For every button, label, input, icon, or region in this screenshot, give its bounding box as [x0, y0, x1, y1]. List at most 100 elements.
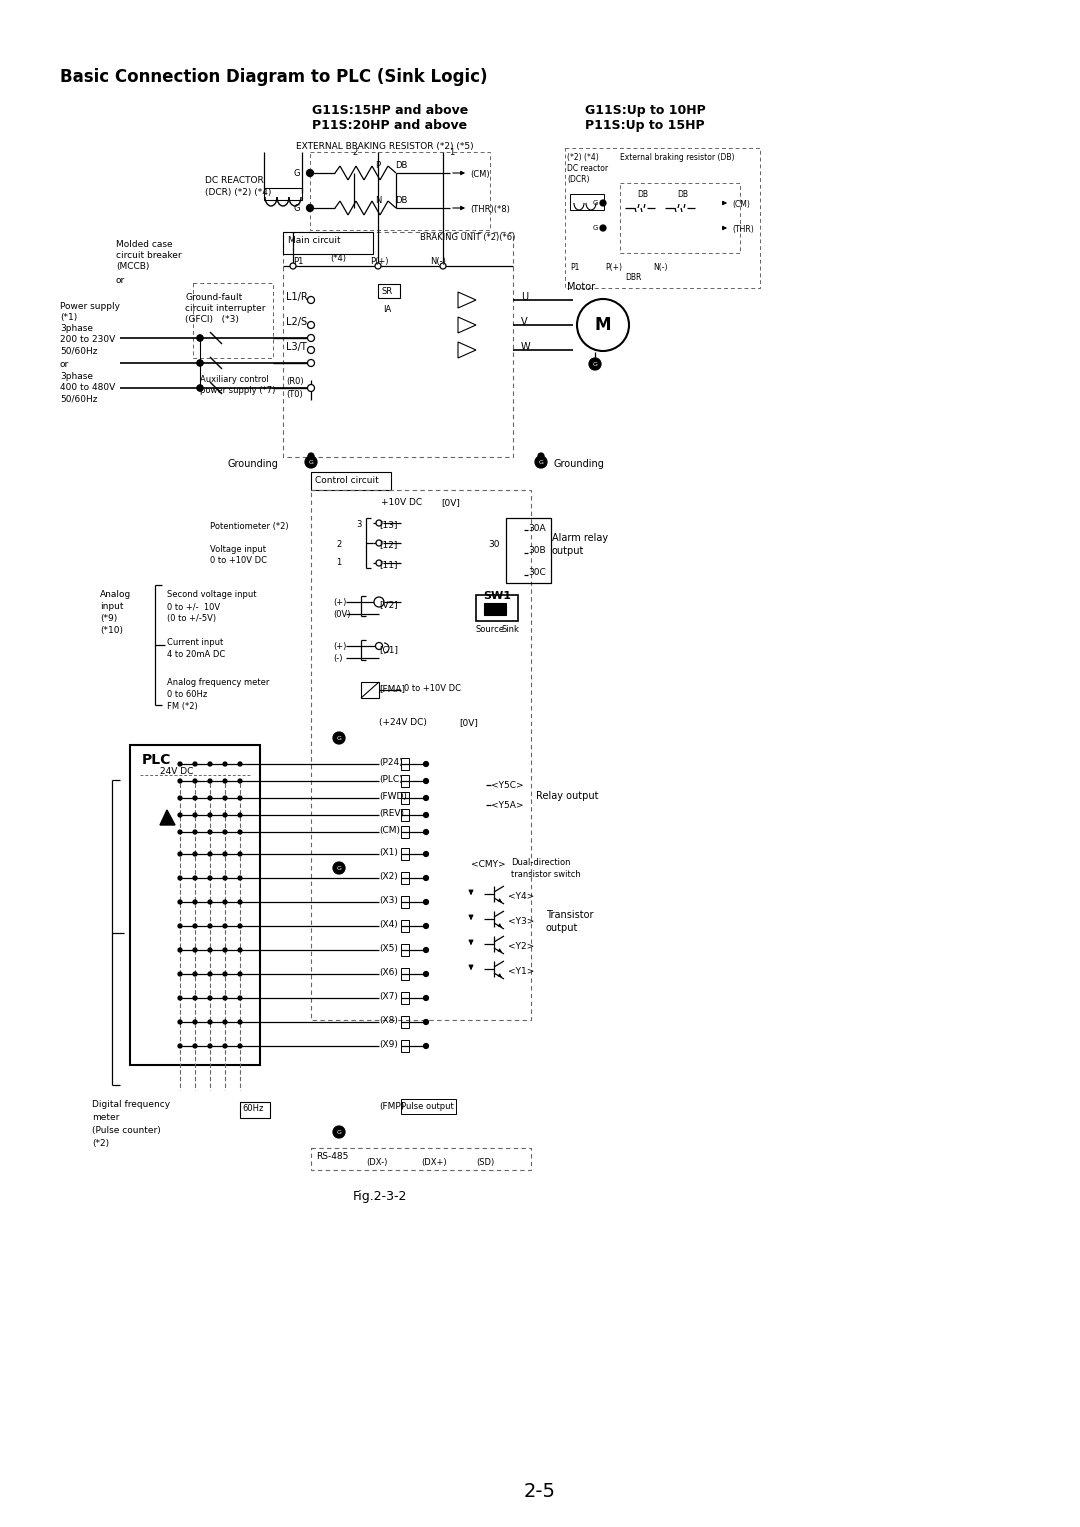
Circle shape: [238, 1044, 242, 1048]
Text: P(+): P(+): [370, 257, 389, 266]
Circle shape: [178, 1020, 183, 1025]
Text: N: N: [375, 195, 381, 205]
Circle shape: [222, 1020, 227, 1025]
Circle shape: [600, 224, 606, 231]
Text: Motor: Motor: [567, 282, 595, 292]
Text: (DCR) (*2) (*4): (DCR) (*2) (*4): [205, 188, 271, 197]
Text: DB: DB: [395, 195, 407, 205]
Text: 0 to 60Hz: 0 to 60Hz: [167, 690, 207, 699]
Circle shape: [208, 852, 212, 857]
Circle shape: [333, 1125, 345, 1138]
Text: G: G: [337, 1130, 341, 1135]
Text: L1/R: L1/R: [286, 292, 308, 302]
Bar: [401, 944, 409, 956]
Text: [FMA]: [FMA]: [379, 684, 405, 693]
Circle shape: [423, 829, 429, 834]
Bar: [507, 518, 551, 583]
Text: 50/60Hz: 50/60Hz: [60, 347, 97, 354]
Text: <CMY>: <CMY>: [471, 860, 505, 869]
Bar: [311, 490, 531, 1020]
Bar: [311, 1148, 531, 1170]
Circle shape: [222, 948, 227, 951]
Circle shape: [222, 852, 227, 857]
Text: Control circuit: Control circuit: [315, 476, 379, 486]
Text: (X8): (X8): [379, 1015, 397, 1025]
Text: 30B: 30B: [528, 547, 545, 554]
Bar: [401, 993, 409, 1003]
Text: (*9): (*9): [100, 614, 118, 623]
Circle shape: [222, 1044, 227, 1048]
Text: <Y1>: <Y1>: [508, 967, 535, 976]
Text: G: G: [294, 205, 300, 212]
Text: G11S:Up to 10HP: G11S:Up to 10HP: [584, 104, 705, 118]
Text: P1: P1: [570, 263, 579, 272]
Text: (X4): (X4): [379, 919, 397, 928]
Circle shape: [333, 731, 345, 744]
Bar: [565, 148, 760, 289]
Circle shape: [423, 762, 429, 767]
Circle shape: [178, 876, 183, 880]
Text: (+): (+): [333, 641, 347, 651]
Text: Ground-fault: Ground-fault: [185, 293, 242, 302]
Circle shape: [423, 812, 429, 817]
Circle shape: [193, 1020, 197, 1025]
Circle shape: [208, 996, 212, 1000]
Circle shape: [178, 852, 183, 857]
Circle shape: [308, 296, 314, 304]
Text: 3: 3: [356, 521, 362, 528]
Circle shape: [238, 831, 242, 834]
Text: <Y5A>: <Y5A>: [491, 802, 524, 809]
Circle shape: [238, 852, 242, 857]
Circle shape: [208, 779, 212, 783]
Text: DB: DB: [395, 160, 407, 169]
Text: <Y3>: <Y3>: [508, 918, 535, 925]
Text: circuit interrupter: circuit interrupter: [185, 304, 266, 313]
Circle shape: [222, 831, 227, 834]
Circle shape: [305, 457, 318, 467]
Text: Fig.2-3-2: Fig.2-3-2: [353, 1190, 407, 1203]
Circle shape: [238, 876, 242, 880]
Circle shape: [376, 541, 382, 547]
Circle shape: [374, 597, 384, 608]
Bar: [476, 596, 518, 621]
Text: G: G: [593, 362, 597, 366]
Text: Grounding: Grounding: [228, 460, 279, 469]
Text: (X1): (X1): [379, 847, 397, 857]
Bar: [130, 745, 260, 1064]
Circle shape: [375, 263, 381, 269]
Text: 50/60Hz: 50/60Hz: [60, 394, 97, 403]
Text: L2/S: L2/S: [286, 318, 307, 327]
Circle shape: [193, 831, 197, 834]
Text: Grounding: Grounding: [553, 460, 604, 469]
Text: EXTERNAL BRAKING RESISTOR (*2) (*5): EXTERNAL BRAKING RESISTOR (*2) (*5): [296, 142, 474, 151]
Circle shape: [577, 299, 629, 351]
Bar: [401, 872, 409, 884]
Circle shape: [197, 385, 203, 391]
Circle shape: [291, 263, 296, 269]
Text: (DX+): (DX+): [421, 1157, 447, 1167]
Text: (X3): (X3): [379, 896, 397, 906]
Text: [0V]: [0V]: [441, 498, 460, 507]
Text: 1: 1: [449, 148, 455, 157]
Text: P11S:Up to 15HP: P11S:Up to 15HP: [585, 119, 705, 131]
Text: P: P: [375, 160, 380, 169]
Text: (P24): (P24): [379, 757, 403, 767]
Text: (CM): (CM): [470, 169, 489, 179]
Text: G: G: [539, 460, 543, 464]
Circle shape: [208, 812, 212, 817]
Circle shape: [193, 948, 197, 951]
Text: 1: 1: [336, 557, 341, 567]
Circle shape: [208, 876, 212, 880]
Circle shape: [178, 812, 183, 817]
Circle shape: [440, 263, 446, 269]
Circle shape: [193, 812, 197, 817]
Circle shape: [308, 454, 314, 460]
Text: 0 to +/-  10V: 0 to +/- 10V: [167, 602, 220, 611]
Text: G: G: [593, 200, 598, 206]
Text: (CM): (CM): [732, 200, 750, 209]
Text: (-): (-): [333, 654, 342, 663]
Circle shape: [238, 812, 242, 817]
Circle shape: [238, 762, 242, 767]
Text: G: G: [309, 460, 313, 464]
Circle shape: [423, 971, 429, 976]
